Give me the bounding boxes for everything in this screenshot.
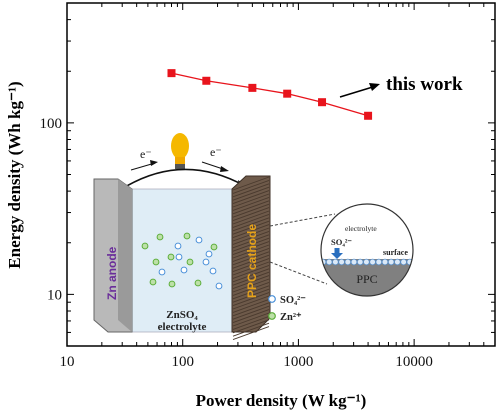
annotation-arrow (339, 85, 377, 98)
zoom-line-top (269, 213, 336, 227)
axis-ticks: 10 100 1000 10000 10 100 (40, 2, 496, 370)
y-axis-title: Energy density (Wh kg⁻¹) (5, 81, 24, 268)
data-point (202, 76, 211, 85)
cathode-label: PPC cathode (245, 224, 259, 298)
zoom-surface-label: surface (383, 248, 408, 257)
x-axis-title: Power density (W kg⁻¹) (196, 391, 367, 410)
x-tick-label: 10 (60, 354, 75, 370)
zinc-ion (186, 258, 194, 266)
sulfate-ion (180, 266, 188, 274)
x-tick-label: 1000 (283, 354, 313, 370)
legend-sulfate-label: SO₄²⁻ (280, 295, 306, 306)
electrolyte-word: electrolyte (158, 321, 207, 333)
series-line (171, 72, 369, 117)
data-point (248, 83, 257, 92)
data-point (318, 98, 327, 107)
annotation-this-work: this work (386, 74, 463, 95)
legend-sulfate-marker (268, 295, 276, 303)
legend-zinc-label: Zn²⁺ (280, 312, 302, 323)
series-energy-density (167, 69, 373, 120)
zinc-ion (149, 278, 157, 286)
zinc-ion (183, 232, 191, 240)
zoom-sulfate-label: SO₄²⁻ (331, 237, 352, 247)
y-tick-label: 100 (40, 116, 63, 132)
legend-zinc-marker (268, 312, 276, 320)
light-bulb-icon (171, 133, 189, 169)
electrolyte-ions (141, 232, 223, 290)
data-point (283, 89, 292, 98)
zinc-ion (194, 279, 202, 287)
zoom-ppc-label: PPC (356, 272, 377, 286)
zinc-ion (156, 233, 164, 241)
electron-left-label: e⁻ (140, 147, 152, 161)
zinc-ion (167, 253, 175, 261)
data-point (167, 69, 176, 78)
battery-schematic: e⁻ e⁻ Zn anode PPC cathode ZnSO₄ electro… (93, 133, 414, 341)
zinc-ion (210, 243, 218, 251)
annotation-arrowhead (369, 83, 380, 91)
sulfate-ion (158, 268, 166, 276)
electron-right-arrow (220, 166, 229, 172)
data-point (364, 111, 373, 120)
zinc-ion (152, 258, 160, 266)
zoom-electrolyte-label: electrolyte (345, 224, 377, 233)
y-tick-label: 10 (47, 287, 62, 303)
circuit-wire (116, 168, 246, 193)
sulfate-ion (174, 242, 182, 250)
sulfate-ion (175, 253, 183, 261)
sulfate-ion (209, 267, 217, 275)
electrolyte-formula: ZnSO₄ (166, 309, 198, 321)
sulfate-ion (202, 258, 210, 266)
sulfate-ion (205, 250, 213, 258)
sulfate-ion (195, 236, 203, 244)
electron-left-arrow (150, 160, 158, 166)
anode-label: Zn anode (105, 246, 119, 300)
ppc-cathode (231, 175, 271, 341)
electron-right-label: e⁻ (210, 145, 222, 159)
x-tick-label: 10000 (395, 354, 433, 370)
zoom-line-bottom (269, 261, 328, 285)
zinc-ion (168, 280, 176, 288)
adsorption-arrow-icon (331, 248, 343, 259)
x-tick-label: 100 (171, 354, 194, 370)
sulfate-ion (215, 282, 223, 290)
zinc-ion (141, 242, 149, 250)
